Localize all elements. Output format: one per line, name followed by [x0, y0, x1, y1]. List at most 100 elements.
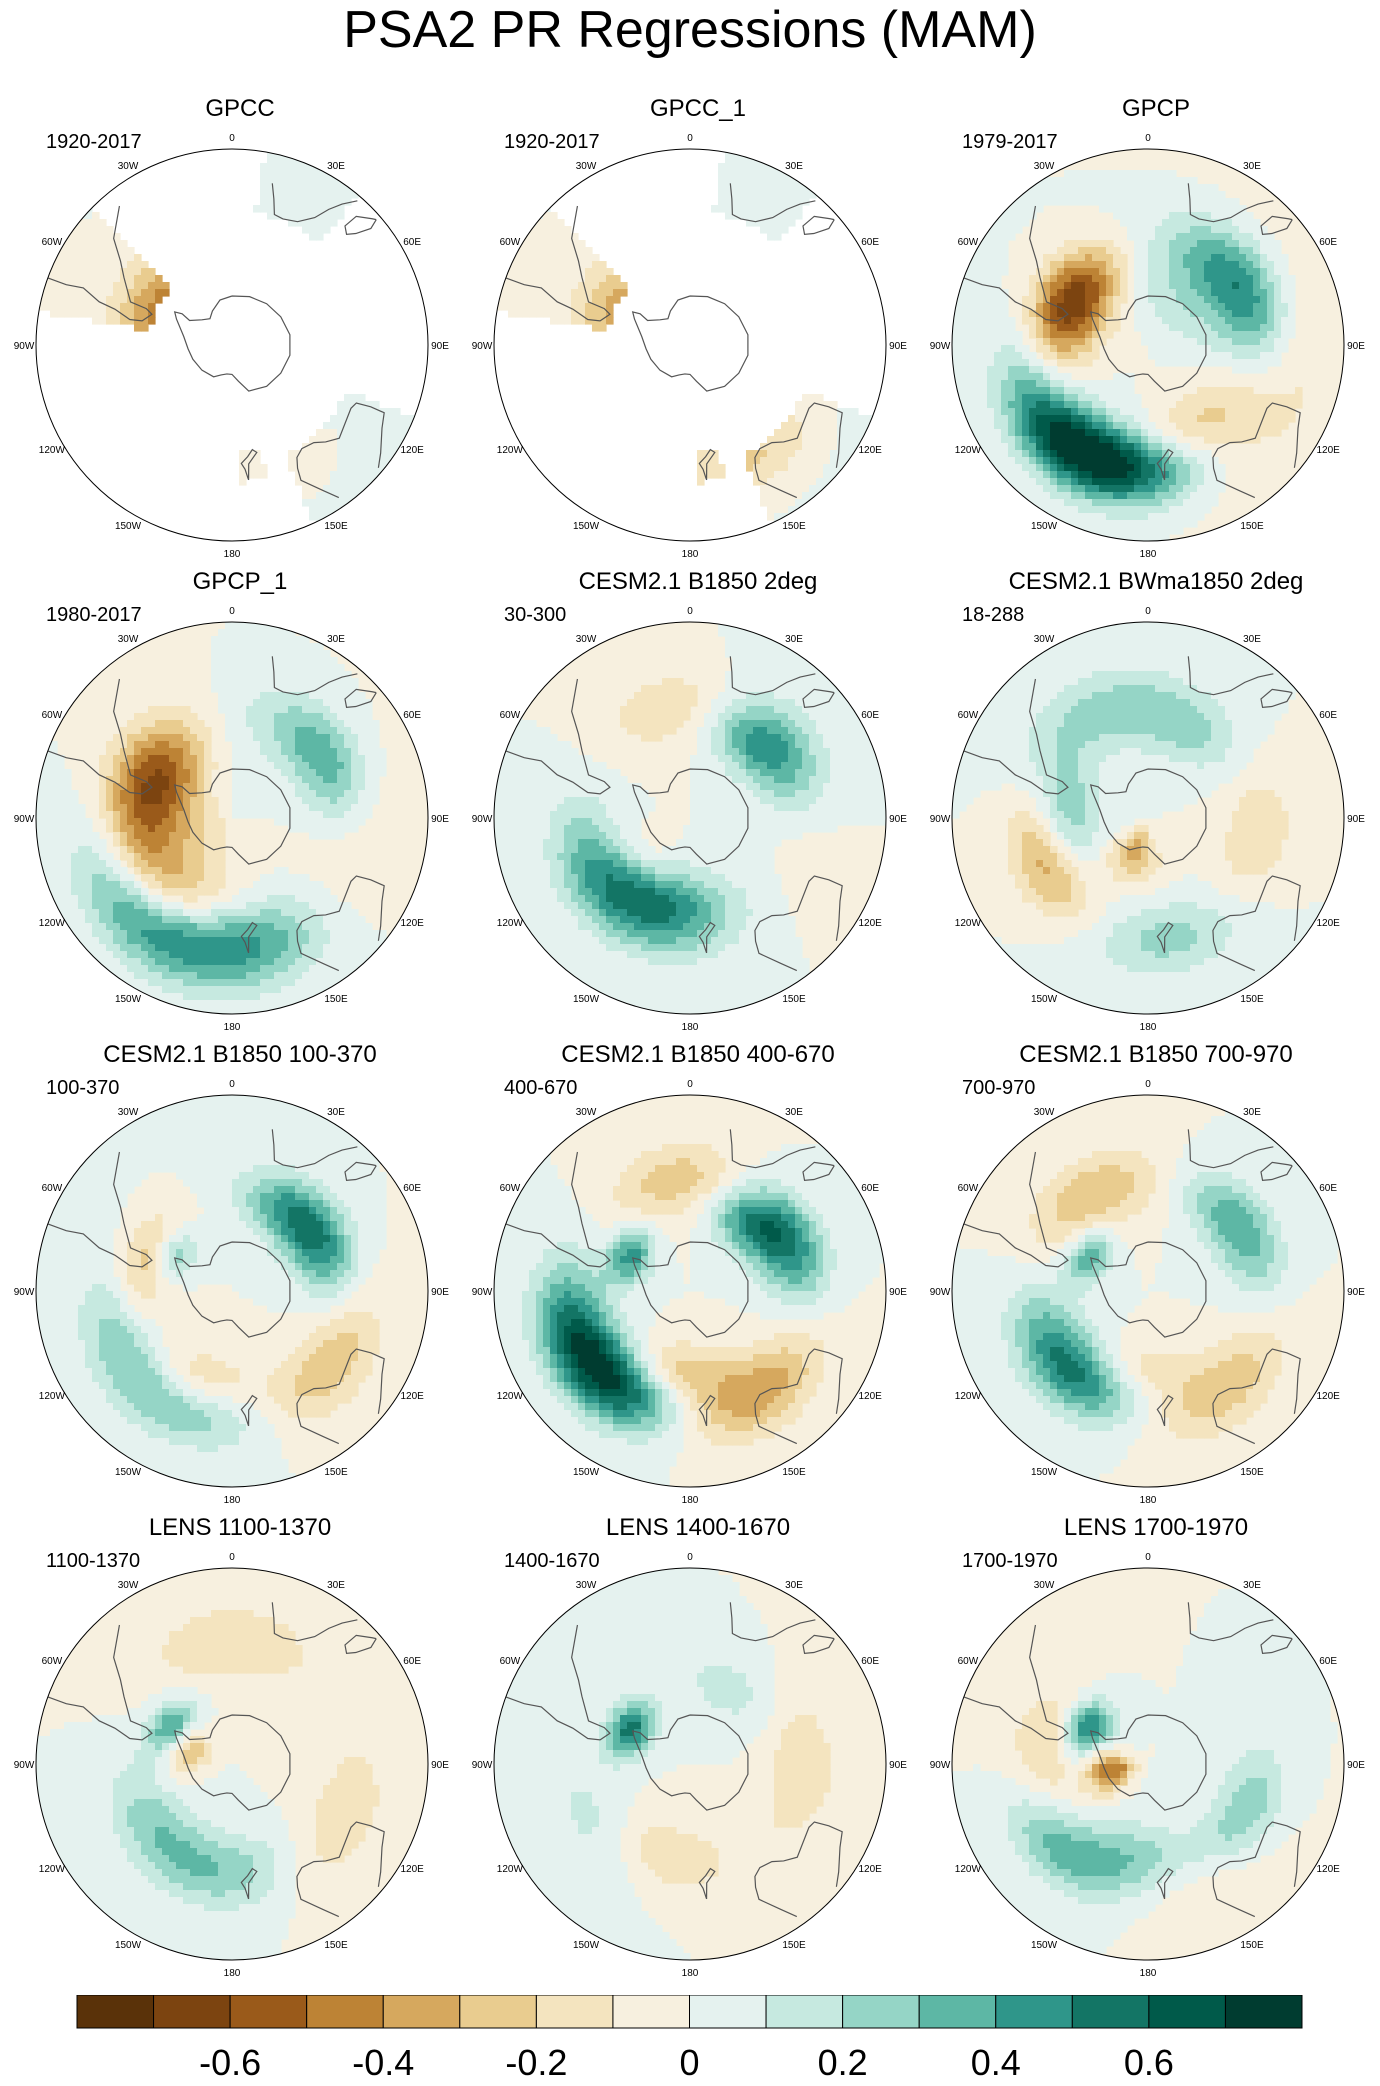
- contour-cell: [1183, 205, 1191, 213]
- contour-cell: [1099, 170, 1107, 178]
- contour-cell: [169, 846, 177, 854]
- contour-cell: [120, 965, 128, 973]
- contour-cell: [1113, 254, 1121, 262]
- contour-cell: [106, 317, 114, 325]
- contour-cell: [148, 289, 156, 297]
- contour-cell: [113, 951, 121, 959]
- contour-cell: [162, 965, 170, 973]
- contour-cell: [732, 163, 740, 171]
- contour-cell: [337, 191, 345, 199]
- contour-cell: [1099, 296, 1107, 304]
- contour-cell: [585, 275, 593, 283]
- contour-cell: [99, 240, 107, 248]
- contour-cell: [64, 804, 72, 812]
- contour-cell: [1085, 324, 1093, 332]
- contour-cell: [1253, 338, 1261, 346]
- contour-cell: [323, 944, 331, 952]
- contour-cell: [529, 240, 537, 248]
- contour-cell: [218, 986, 226, 994]
- contour-cell: [1197, 422, 1205, 430]
- contour-cell: [1057, 261, 1065, 269]
- contour-cell: [141, 923, 149, 931]
- contour-cell: [141, 734, 149, 742]
- contour-cell: [155, 811, 163, 819]
- contour-cell: [1190, 324, 1198, 332]
- contour-cell: [190, 965, 198, 973]
- contour-cell: [316, 492, 324, 500]
- contour-cell: [1141, 212, 1149, 220]
- contour-cell: [1022, 366, 1030, 374]
- contour-cell: [295, 804, 303, 812]
- contour-cell: [1078, 394, 1086, 402]
- contour-cell: [1288, 317, 1296, 325]
- contour-cell: [1001, 296, 1009, 304]
- contour-cell: [1148, 450, 1156, 458]
- contour-cell: [1029, 359, 1037, 367]
- contour-cell: [337, 748, 345, 756]
- contour-cell: [994, 429, 1002, 437]
- contour-cell: [302, 671, 310, 679]
- contour-cell: [365, 443, 373, 451]
- contour-cell: [239, 457, 247, 465]
- contour-cell: [211, 958, 219, 966]
- contour-cell: [1022, 212, 1030, 220]
- contour-cell: [232, 986, 240, 994]
- contour-cell: [725, 629, 733, 637]
- contour-cell: [1057, 268, 1065, 276]
- contour-cell: [274, 692, 282, 700]
- contour-cell: [1029, 317, 1037, 325]
- contour-cell: [746, 692, 754, 700]
- contour-cell: [1162, 212, 1170, 220]
- contour-cell: [190, 748, 198, 756]
- contour-cell: [746, 636, 754, 644]
- contour-cell: [85, 818, 93, 826]
- contour-cell: [987, 324, 995, 332]
- contour-cell: [1085, 317, 1093, 325]
- contour-cell: [1155, 275, 1163, 283]
- contour-cell: [732, 699, 740, 707]
- contour-cell: [183, 825, 191, 833]
- contour-cell: [64, 895, 72, 903]
- contour-cell: [337, 443, 345, 451]
- contour-cell: [1127, 415, 1135, 423]
- contour-cell: [1148, 212, 1156, 220]
- contour-cell: [344, 958, 352, 966]
- contour-cell: [1225, 422, 1233, 430]
- contour-cell: [239, 471, 247, 479]
- contour-cell: [309, 881, 317, 889]
- contour-cell: [1106, 198, 1114, 206]
- contour-cell: [323, 485, 331, 493]
- contour-cell: [1295, 394, 1303, 402]
- contour-cell: [816, 408, 824, 416]
- contour-cell: [393, 429, 401, 437]
- contour-cell: [1050, 254, 1058, 262]
- contour-cell: [141, 303, 149, 311]
- contour-cell: [1092, 513, 1100, 521]
- contour-cell: [323, 177, 331, 185]
- contour-cell: [1050, 366, 1058, 374]
- contour-cell: [1141, 226, 1149, 234]
- contour-cell: [225, 965, 233, 973]
- contour-cell: [232, 804, 240, 812]
- contour-cell: [781, 664, 789, 672]
- contour-cell: [302, 699, 310, 707]
- contour-cell: [788, 699, 796, 707]
- contour-cell: [1036, 303, 1044, 311]
- contour-cell: [120, 303, 128, 311]
- contour-cell: [767, 170, 775, 178]
- contour-cell: [1022, 464, 1030, 472]
- contour-cell: [323, 184, 331, 192]
- contour-cell: [746, 212, 754, 220]
- contour-cell: [837, 471, 845, 479]
- contour-cell: [148, 748, 156, 756]
- contour-cell: [358, 415, 366, 423]
- contour-cell: [232, 713, 240, 721]
- contour-cell: [372, 937, 380, 945]
- contour-cell: [966, 380, 974, 388]
- contour-cell: [267, 972, 275, 980]
- contour-cell: [176, 909, 184, 917]
- contour-cell: [711, 699, 719, 707]
- contour-cell: [211, 993, 219, 1001]
- contour-cell: [1281, 394, 1289, 402]
- contour-cell: [1274, 317, 1282, 325]
